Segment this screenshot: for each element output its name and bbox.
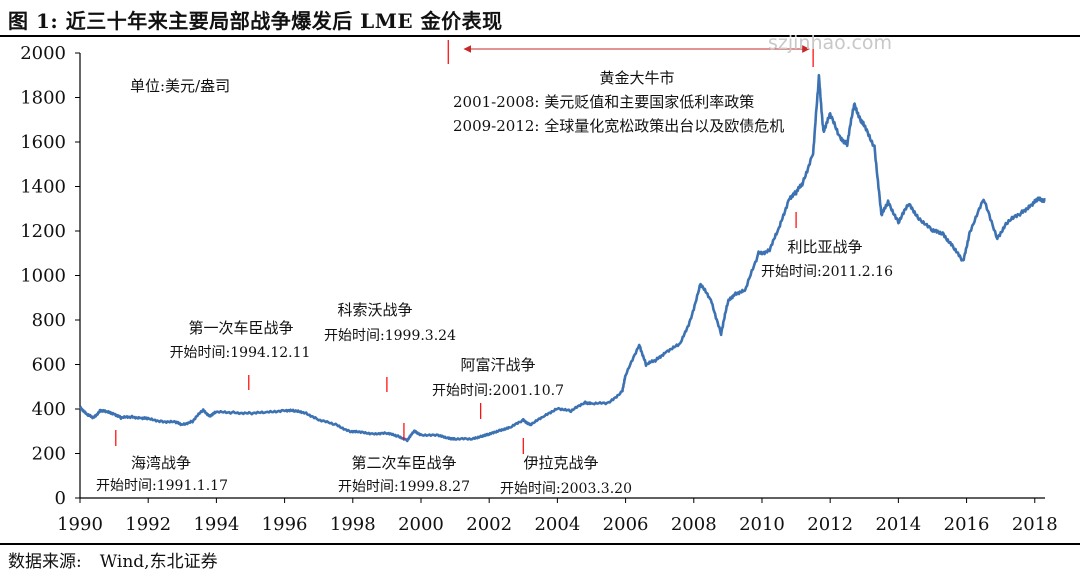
event-start-label: 开始时间:1991.1.17 <box>96 478 228 494</box>
bull-annotation-line: 2001-2008: 美元贬值和主要国家低利率政策 <box>453 93 754 111</box>
x-tick-label: 1990 <box>57 514 103 535</box>
unit-label: 单位:美元/盎司 <box>130 77 230 95</box>
source-label: 数据来源: <box>8 552 82 572</box>
event-name-label: 第一次车臣战争 <box>188 319 293 337</box>
gold-price-line <box>79 73 1046 443</box>
source-note: 数据来源: Wind,东北证券 <box>8 547 236 572</box>
x-tick-label: 1992 <box>125 514 171 535</box>
x-tick-label: 1996 <box>262 514 308 535</box>
source-rule <box>0 543 1080 545</box>
event-start-label: 开始时间:2001.10.7 <box>432 383 564 399</box>
y-tick-label: 200 <box>32 444 66 465</box>
y-tick-label: 1800 <box>20 88 66 109</box>
x-tick-label: 2012 <box>807 514 853 535</box>
bull-annotation-line: 2009-2012: 全球量化宽松政策出台以及欧债危机 <box>453 117 784 135</box>
event-name-label: 海湾战争 <box>131 454 191 472</box>
event-name-label: 阿富汗战争 <box>460 356 535 374</box>
x-tick-label: 1998 <box>330 514 376 535</box>
event-name-label: 第二次车臣战争 <box>351 454 456 472</box>
watermark: szjinhao.com <box>768 32 892 54</box>
x-tick-label: 1994 <box>193 514 239 535</box>
event-start-label: 开始时间:2003.3.20 <box>500 481 632 497</box>
y-tick-label: 600 <box>32 355 66 376</box>
event-start-label: 开始时间:1994.12.11 <box>170 345 311 361</box>
y-tick-label: 1200 <box>20 221 66 242</box>
event-start-label: 开始时间:1999.8.27 <box>338 479 470 495</box>
x-tick-label: 2010 <box>739 514 785 535</box>
x-tick-label: 2016 <box>944 514 990 535</box>
bull-annotation-line: 黄金大牛市 <box>599 69 674 87</box>
x-tick-label: 2008 <box>671 514 717 535</box>
event-name-label: 利比亚战争 <box>787 238 862 256</box>
x-tick-label: 2000 <box>398 514 444 535</box>
event-start-label: 开始时间:2011.2.16 <box>761 264 893 280</box>
y-tick-label: 1000 <box>20 266 66 287</box>
x-tick-label: 2002 <box>466 514 512 535</box>
price-series <box>79 73 1046 443</box>
event-name-label: 伊拉克战争 <box>523 454 598 472</box>
x-tick-label: 2014 <box>875 514 921 535</box>
y-tick-label: 2000 <box>20 43 66 64</box>
x-tick-label: 2018 <box>1012 514 1058 535</box>
x-tick-label: 2006 <box>603 514 649 535</box>
y-tick-label: 0 <box>55 488 66 509</box>
source-value: Wind,东北证券 <box>99 552 218 572</box>
y-tick-label: 1600 <box>20 132 66 153</box>
title-rule <box>0 35 1080 37</box>
axes: 0 200 400 600 800 1000 1200 1400 1600 1800 2000 199… <box>20 43 1057 535</box>
event-start-label: 开始时间:1999.3.24 <box>324 328 456 344</box>
y-tick-label: 1400 <box>20 177 66 198</box>
figure-title: 图 1: 近三十年来主要局部战争爆发后 LME 金价表现 <box>8 9 503 33</box>
x-tick-label: 2004 <box>534 514 580 535</box>
y-tick-label: 400 <box>32 399 66 420</box>
annotations: 黄金大牛市 2001-2008: 美元贬值和主要国家低利率政策 2009-2012:… <box>96 40 893 497</box>
event-name-label: 科索沃战争 <box>337 301 412 319</box>
y-tick-label: 800 <box>32 310 66 331</box>
